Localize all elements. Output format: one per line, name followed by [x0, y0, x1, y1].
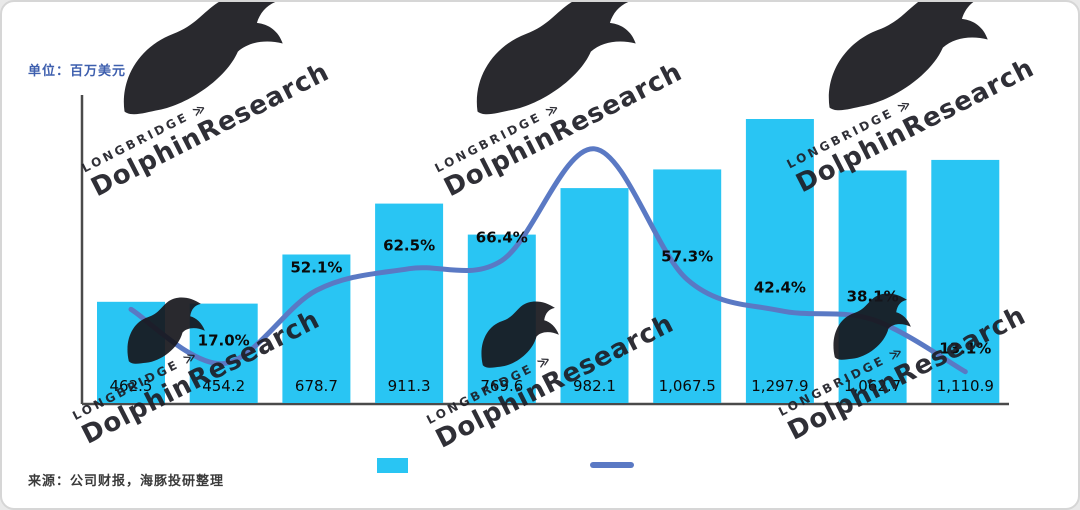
bar-value-label: 1,067.5: [659, 377, 716, 395]
bar-value-label: 1,062.7: [844, 377, 901, 395]
line-percent-label: 38.1%: [847, 288, 899, 306]
bar-value-label: 454.2: [202, 377, 245, 395]
line-percent-label: 62.5%: [383, 237, 435, 255]
line-percent-label: 13.1%: [939, 340, 991, 358]
bar: [375, 203, 444, 403]
growth-line: [128, 146, 968, 375]
line-percent-label: 57.3%: [661, 248, 713, 266]
unit-label: 单位：百万美元: [28, 64, 127, 79]
bar-value-label: 769.6: [480, 377, 523, 395]
bar-value-label: 1,110.9: [937, 377, 994, 395]
bar-value-label: 911.3: [388, 377, 431, 395]
bar-value-label: 982.1: [573, 377, 616, 395]
source-label: 来源：公司财报，海豚投研整理: [28, 474, 225, 489]
line-percent-label: 42.4%: [754, 279, 806, 297]
bar-value-label: 678.7: [295, 377, 338, 395]
bar: [931, 159, 1000, 403]
bar: [838, 170, 907, 403]
bar: [560, 188, 629, 403]
bar-value-label: 1,297.9: [751, 377, 808, 395]
bar: [653, 169, 722, 403]
bar-value-label: 462.5: [110, 377, 153, 395]
line-percent-label: 66.4%: [476, 229, 528, 247]
line-percent-label: 17.0%: [198, 332, 250, 350]
line-percent-label: 52.1%: [290, 258, 342, 276]
bar: [745, 119, 814, 403]
